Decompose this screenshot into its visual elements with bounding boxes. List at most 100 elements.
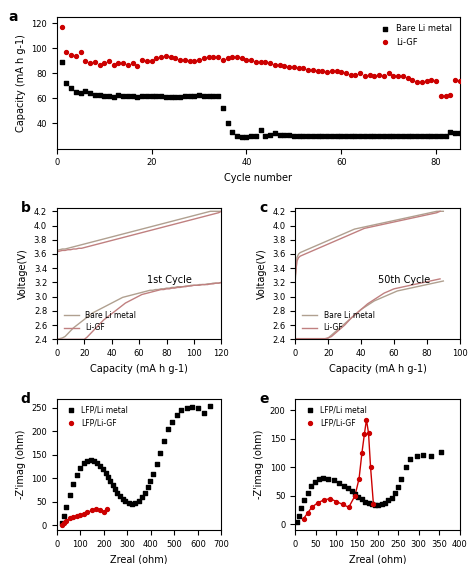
Bare Li metal [266, 130, 274, 139]
Bare Li metal [58, 58, 65, 67]
Li-GF [100, 59, 108, 68]
Bare Li metal [451, 129, 459, 138]
Li-GF [134, 61, 141, 70]
LFP/Li-GF [351, 491, 359, 500]
Bare Li metal [124, 91, 132, 100]
Bare Li metal [243, 133, 250, 142]
Bare Li metal [181, 91, 189, 100]
Bare Li metal [195, 90, 203, 99]
LFP/Li metal [388, 493, 395, 502]
LFP/Li-GF [370, 500, 377, 509]
LFP/Li metal [407, 454, 414, 463]
Li-GF [162, 51, 170, 60]
Li-GF [210, 52, 217, 61]
LFP/Li metal [125, 499, 132, 508]
LFP/Li-GF [83, 508, 91, 517]
Bare Li metal [167, 92, 174, 102]
Bare Li metal [247, 131, 255, 140]
Bare Li metal [205, 91, 212, 100]
Li-GF [442, 91, 449, 100]
Bare Li metal [394, 131, 402, 140]
LFP/Li metal [109, 480, 117, 489]
Li-GF [276, 60, 283, 69]
Li-GF [366, 70, 374, 79]
Li-GF [413, 78, 421, 87]
Li-GF [233, 52, 241, 61]
Li-GF [285, 63, 293, 72]
LFP/Li-GF [80, 509, 88, 518]
Li-GF [167, 52, 174, 61]
LFP/Li metal [96, 461, 103, 470]
Li-GF [191, 56, 198, 65]
Bare Li metal [214, 91, 222, 100]
Text: 1st Cycle: 1st Cycle [147, 275, 192, 285]
LFP/Li-GF [104, 504, 111, 513]
Bare Li metal [262, 131, 269, 140]
LFP/Li metal [116, 491, 124, 500]
LFP/Li metal [113, 488, 121, 497]
Bare Li metal [238, 133, 246, 142]
LFP/Li metal [131, 499, 139, 508]
Bare Li metal [228, 127, 236, 136]
Li-GF [390, 71, 397, 80]
LFP/Li-GF [73, 512, 81, 521]
LFP/Li metal [119, 494, 127, 503]
Bare Li metal [300, 131, 307, 140]
LFP/Li-GF [304, 509, 311, 518]
Bare Li metal [366, 131, 374, 140]
LFP/Li-GF [66, 514, 73, 523]
Y-axis label: -Z'imag (ohm): -Z'imag (ohm) [255, 430, 264, 499]
Li-GF [181, 55, 189, 64]
LFP/Li-GF [308, 503, 316, 512]
Bare Li metal [347, 131, 355, 140]
Bare Li metal [423, 131, 430, 140]
Li-GF [323, 68, 331, 77]
Text: a: a [9, 10, 18, 24]
Y-axis label: -Z'imag (ohm): -Z'imag (ohm) [16, 430, 26, 499]
Li-GF [243, 55, 250, 64]
Li-GF [176, 55, 184, 64]
LFP/Li metal [381, 498, 389, 507]
LFP/Li metal [319, 473, 327, 482]
X-axis label: Zreal (ohm): Zreal (ohm) [349, 554, 406, 564]
Bare Li metal [252, 131, 260, 140]
LFP/Li metal [183, 403, 191, 412]
Li-GF [148, 56, 155, 65]
Li-GF [143, 56, 151, 65]
LFP/Li metal [384, 496, 392, 505]
Bare Li metal [428, 131, 435, 140]
Bare Li metal [328, 131, 336, 140]
Legend: LFP/Li metal, LFP/Li-GF: LFP/Li metal, LFP/Li-GF [299, 402, 370, 430]
X-axis label: Capacity (mA h g-1): Capacity (mA h g-1) [328, 364, 427, 373]
Bare Li metal [409, 131, 416, 140]
LFP/Li-GF [361, 430, 368, 439]
Bare Li metal [176, 92, 184, 102]
LFP/Li-GF [88, 506, 96, 515]
Bare Li metal [375, 131, 383, 140]
Li-GF [262, 58, 269, 67]
Bare Li metal [153, 91, 160, 100]
Bare Li metal [276, 130, 283, 139]
Bare Li metal [304, 131, 312, 140]
Bare Li metal [418, 131, 426, 140]
Li-GF [385, 69, 392, 78]
LFP/Li metal [63, 502, 70, 511]
LFP/Li metal [307, 482, 315, 491]
Text: e: e [259, 392, 269, 406]
Li-GF [58, 23, 65, 32]
Bare Li metal [77, 89, 84, 98]
LFP/Li metal [102, 468, 109, 477]
Li-GF [409, 75, 416, 84]
LFP/Li metal [301, 496, 308, 505]
Li-GF [105, 56, 113, 65]
Bare Li metal [200, 91, 208, 100]
LFP/Li metal [304, 488, 311, 497]
Li-GF [82, 56, 89, 65]
Li-GF [129, 59, 137, 68]
LFP/Li metal [164, 425, 172, 434]
LFP/Li-GF [345, 503, 353, 512]
LFP/Li metal [153, 460, 161, 469]
Li-GF [96, 60, 103, 69]
Li-GF [380, 71, 388, 80]
Li-GF [153, 54, 160, 63]
